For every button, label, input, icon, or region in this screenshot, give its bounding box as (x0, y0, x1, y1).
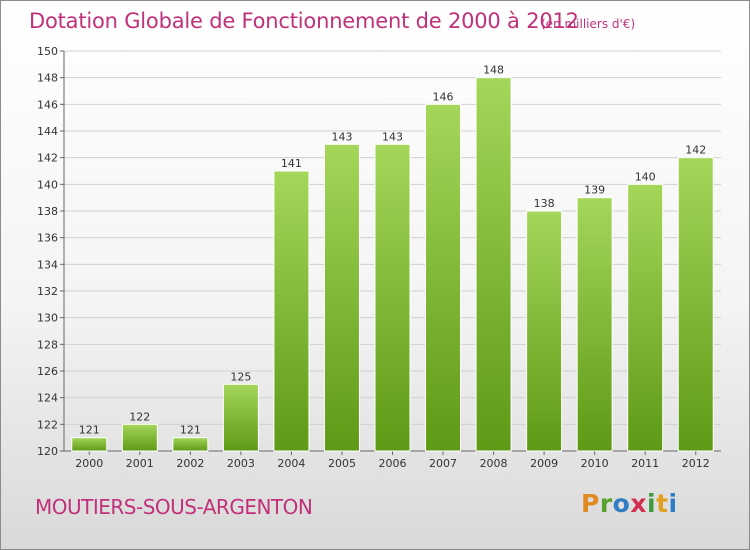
y-tick-label: 128 (37, 338, 58, 351)
x-tick-label: 2008 (480, 457, 508, 470)
commune-name: MOUTIERS-SOUS-ARGENTON (35, 495, 313, 519)
bar (526, 210, 563, 452)
y-tick-label: 150 (37, 45, 58, 58)
bar (475, 77, 512, 452)
y-tick-label: 126 (37, 365, 58, 378)
data-label: 122 (129, 410, 150, 423)
data-label: 142 (685, 144, 706, 157)
y-tick-label: 120 (37, 445, 58, 458)
chart-title: Dotation Globale de Fonctionnement de 20… (29, 9, 579, 33)
chart-unit-label: (en milliers d'€) (541, 17, 636, 31)
bar (121, 423, 158, 452)
proxiti-logo[interactable]: Proxiti (581, 489, 678, 518)
bar (323, 143, 360, 452)
x-tick-label: 2000 (75, 457, 103, 470)
bar (273, 170, 310, 452)
bar (374, 143, 411, 452)
y-tick-label: 134 (37, 258, 58, 271)
y-tick-label: 146 (37, 98, 58, 111)
x-tick-label: 2010 (581, 457, 609, 470)
bar (576, 197, 613, 452)
y-tick-label: 122 (37, 418, 58, 431)
y-tick-label: 132 (37, 285, 58, 298)
y-tick-label: 136 (37, 232, 58, 245)
x-tick-label: 2012 (682, 457, 710, 470)
y-tick-label: 124 (37, 392, 58, 405)
data-label: 141 (281, 157, 302, 170)
data-label: 125 (230, 370, 251, 383)
x-tick-label: 2003 (227, 457, 255, 470)
data-label: 140 (635, 170, 656, 183)
x-tick-label: 2002 (176, 457, 204, 470)
bar (71, 437, 108, 452)
bar (627, 183, 664, 452)
y-tick-label: 142 (37, 152, 58, 165)
data-label: 143 (382, 130, 403, 143)
y-tick-label: 130 (37, 312, 58, 325)
y-tick-label: 138 (37, 205, 58, 218)
y-tick-label: 144 (37, 125, 58, 138)
x-tick-label: 2009 (530, 457, 558, 470)
data-label: 121 (79, 424, 100, 437)
data-label: 143 (331, 130, 352, 143)
y-tick-label: 140 (37, 178, 58, 191)
data-label: 139 (584, 184, 605, 197)
x-tick-label: 2011 (631, 457, 659, 470)
data-label: 138 (534, 197, 555, 210)
data-label: 146 (433, 90, 454, 103)
x-tick-label: 2005 (328, 457, 356, 470)
x-tick-label: 2001 (126, 457, 154, 470)
x-tick-label: 2004 (277, 457, 305, 470)
x-tick-label: 2006 (379, 457, 407, 470)
y-tick-label: 148 (37, 72, 58, 85)
data-label: 148 (483, 64, 504, 77)
x-tick-label: 2007 (429, 457, 457, 470)
bar (222, 383, 259, 452)
data-label: 121 (180, 424, 201, 437)
bar (425, 103, 462, 452)
bar (172, 437, 209, 452)
bar (677, 157, 714, 452)
